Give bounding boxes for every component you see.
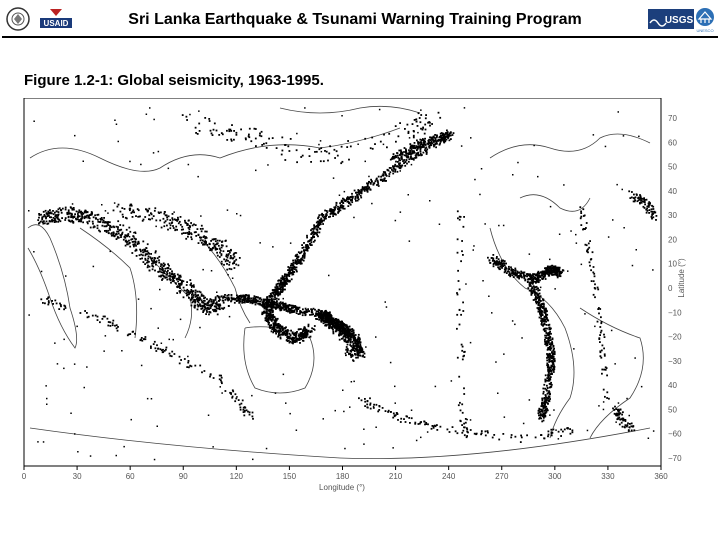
- x-tick-label: 300: [548, 472, 562, 481]
- y-tick-label: 10: [668, 260, 677, 269]
- x-tick-label: 120: [230, 472, 244, 481]
- y-tick-label: 40: [668, 187, 677, 196]
- y-tick-label: −60: [668, 430, 682, 439]
- usaid-logo: USAID: [40, 9, 72, 28]
- y-axis-ticks: 70 60 50 40 30 20 10 0 −10 −20 −30 40 50 −60 −70: [668, 114, 682, 463]
- x-axis-ticks: 0 30 60 90 120 150 180 210 240 270 300 330 360: [22, 466, 668, 481]
- y-tick-label: 40: [668, 381, 677, 390]
- y-tick-label: 20: [668, 235, 677, 244]
- unesco-logo: UNESCO: [696, 8, 714, 33]
- y-tick-label: 0: [668, 284, 673, 293]
- x-tick-label: 60: [126, 472, 135, 481]
- y-tick-label: −10: [668, 308, 682, 317]
- x-tick-label: 150: [283, 472, 297, 481]
- svg-text:USAID: USAID: [44, 19, 69, 28]
- seismicity-map: 0 30 60 90 120 150 180 210 240 270 300 330 360 70 60 5…: [20, 97, 700, 498]
- slide-header: USAID Sri Lanka Earthquake & Tsunami War…: [0, 0, 720, 38]
- y-tick-label: −70: [668, 454, 682, 463]
- coastlines: [27, 105, 651, 460]
- y-axis-label: Latitude (°): [677, 258, 686, 298]
- map-frame: [23, 97, 662, 467]
- institute-seal-logo: [6, 7, 30, 31]
- y-tick-label: 60: [668, 138, 677, 147]
- header-divider: [2, 36, 718, 38]
- usgs-logo: USGS: [648, 9, 694, 29]
- x-tick-label: 210: [389, 472, 403, 481]
- x-tick-label: 270: [495, 472, 509, 481]
- x-tick-label: 240: [442, 472, 456, 481]
- svg-text:UNESCO: UNESCO: [696, 28, 713, 33]
- y-tick-label: −20: [668, 333, 682, 342]
- x-tick-label: 330: [601, 472, 615, 481]
- x-axis-label: Longitude (°): [319, 483, 365, 492]
- y-tick-label: −30: [668, 357, 682, 366]
- x-tick-label: 180: [336, 472, 350, 481]
- slide-title: Sri Lanka Earthquake & Tsunami Warning T…: [128, 11, 582, 28]
- figure-caption: Figure 1.2-1: Global seismicity, 1963-19…: [24, 72, 324, 89]
- x-tick-label: 30: [73, 472, 82, 481]
- earthquake-epicenters: [28, 107, 658, 461]
- x-tick-label: 360: [654, 472, 668, 481]
- x-tick-label: 90: [179, 472, 188, 481]
- y-tick-label: 50: [668, 405, 677, 414]
- y-tick-label: 30: [668, 211, 677, 220]
- x-tick-label: 0: [22, 472, 27, 481]
- y-tick-label: 70: [668, 114, 677, 123]
- svg-text:USGS: USGS: [665, 15, 694, 26]
- y-tick-label: 50: [668, 163, 677, 172]
